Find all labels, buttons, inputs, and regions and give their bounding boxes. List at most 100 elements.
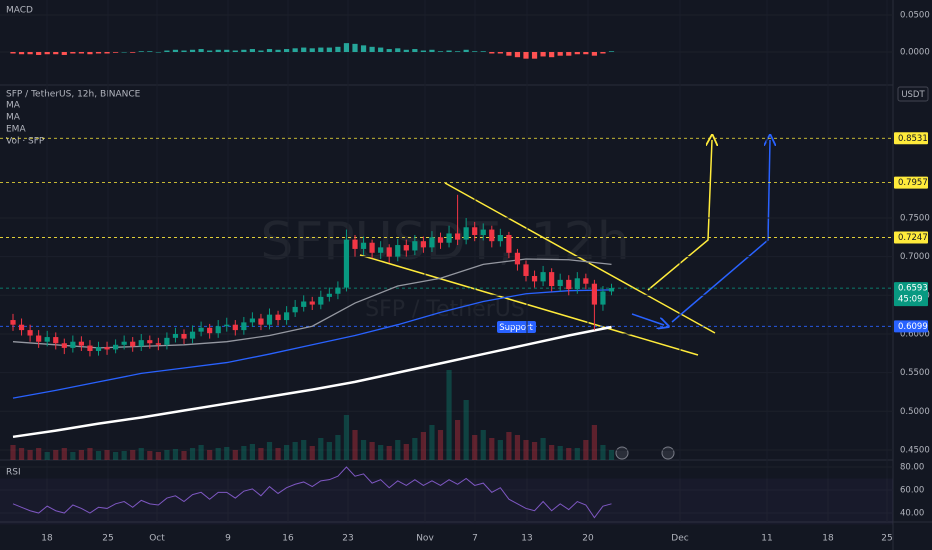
volume-bar bbox=[36, 448, 42, 460]
event-icon[interactable] bbox=[615, 446, 629, 460]
volume-bar bbox=[61, 448, 67, 460]
volume-bar bbox=[44, 452, 50, 460]
macd-bar bbox=[549, 52, 555, 58]
volume-bar bbox=[446, 370, 452, 460]
volume-bar bbox=[343, 415, 350, 460]
candle-body bbox=[70, 341, 76, 348]
legend-title: SFP / TetherUS, 12h, BINANCE bbox=[6, 90, 141, 100]
ma-line bbox=[12, 289, 612, 399]
countdown: 45:09 bbox=[898, 295, 923, 305]
volume-bar bbox=[549, 445, 555, 460]
x-tick-label: Oct bbox=[149, 534, 165, 544]
x-tick-label: 20 bbox=[582, 534, 594, 544]
candle-body bbox=[87, 345, 93, 351]
volume-bar bbox=[87, 448, 93, 460]
volume-bar bbox=[318, 438, 324, 460]
macd-bar bbox=[189, 49, 196, 53]
volume-bar bbox=[437, 430, 444, 460]
candle-body bbox=[549, 272, 555, 287]
x-tick-label: 18 bbox=[822, 534, 834, 544]
macd-bar bbox=[232, 50, 238, 53]
currency-box[interactable] bbox=[897, 86, 929, 102]
candle-body bbox=[301, 301, 307, 307]
candle-body bbox=[275, 314, 281, 321]
volume-bar bbox=[121, 451, 127, 460]
volume-bar bbox=[600, 445, 606, 460]
macd-bar bbox=[420, 50, 426, 53]
candle-body bbox=[437, 237, 444, 243]
candle-body bbox=[489, 229, 495, 242]
macd-bar bbox=[215, 49, 221, 53]
volume-bar bbox=[386, 446, 392, 460]
volume-bar bbox=[463, 400, 469, 460]
price-tag-label: 0.6099 bbox=[898, 322, 928, 332]
support-box bbox=[497, 321, 536, 333]
macd-bar bbox=[523, 52, 529, 59]
macd-bar bbox=[574, 52, 580, 55]
watermark-sub: SFP / TetherUS bbox=[365, 297, 525, 322]
candle-body bbox=[78, 341, 84, 346]
x-tick-label: Nov bbox=[416, 534, 434, 544]
macd-bar bbox=[463, 49, 469, 53]
y-tick-label: 0.5000 bbox=[900, 407, 930, 417]
candle-body bbox=[514, 252, 521, 265]
y-tick-label: 0.0500 bbox=[900, 11, 930, 21]
macd-bar bbox=[113, 52, 119, 53]
candle-body bbox=[130, 341, 136, 347]
candle-body bbox=[360, 242, 367, 249]
macd-bar bbox=[61, 52, 67, 55]
x-tick-label: 18 bbox=[41, 534, 53, 544]
macd-bar bbox=[147, 51, 153, 53]
candle-body bbox=[403, 245, 409, 251]
candle-body bbox=[215, 326, 221, 334]
macd-bar bbox=[403, 49, 409, 53]
candle-body bbox=[369, 242, 375, 253]
volume-bar bbox=[497, 440, 503, 460]
main-pane bbox=[0, 137, 893, 460]
candle-body bbox=[224, 324, 230, 327]
candle-body bbox=[335, 287, 341, 294]
macd-bar bbox=[27, 52, 33, 55]
volume-bar bbox=[531, 442, 538, 460]
y-tick-label: 0.5500 bbox=[900, 368, 930, 378]
macd-bar bbox=[121, 52, 127, 53]
candle-body bbox=[386, 247, 392, 257]
macd-bar bbox=[412, 49, 418, 53]
y-tick-label: 40.00 bbox=[900, 509, 924, 519]
rsi-line bbox=[12, 466, 612, 519]
volume-bar bbox=[275, 448, 281, 460]
volume-bar bbox=[70, 452, 76, 460]
volume-bar bbox=[95, 451, 102, 460]
macd-bar bbox=[309, 48, 315, 53]
event-icon[interactable] bbox=[661, 446, 675, 460]
y-tick-label: 0.0000 bbox=[900, 48, 930, 58]
macd-bar bbox=[378, 47, 384, 53]
volume-bar bbox=[412, 438, 418, 460]
volume-bar bbox=[301, 440, 307, 460]
candle-body bbox=[232, 324, 238, 331]
candle-body bbox=[378, 247, 384, 253]
volume-bar bbox=[138, 448, 144, 460]
macd-bar bbox=[181, 50, 187, 53]
volume-bar bbox=[10, 445, 16, 460]
macd-bar bbox=[87, 52, 93, 55]
volume-bar bbox=[292, 442, 298, 460]
candle-body bbox=[480, 229, 486, 235]
rsi-title: RSI bbox=[6, 468, 21, 478]
candle-body bbox=[574, 278, 580, 290]
candle-body bbox=[284, 312, 290, 321]
volume-bar bbox=[215, 448, 221, 460]
candle-body bbox=[583, 278, 589, 284]
volume-bar bbox=[207, 450, 213, 460]
candle-body bbox=[326, 293, 332, 297]
candle-body bbox=[258, 318, 264, 325]
volume-bar bbox=[53, 450, 59, 460]
x-tick-label: 7 bbox=[472, 534, 478, 544]
macd-bar bbox=[155, 52, 161, 53]
volume-bar bbox=[523, 440, 529, 460]
candle-body bbox=[10, 320, 16, 325]
candle-body bbox=[429, 237, 435, 248]
price-tag bbox=[894, 231, 928, 244]
volume-bar bbox=[164, 450, 170, 460]
volume-bar bbox=[557, 446, 563, 460]
